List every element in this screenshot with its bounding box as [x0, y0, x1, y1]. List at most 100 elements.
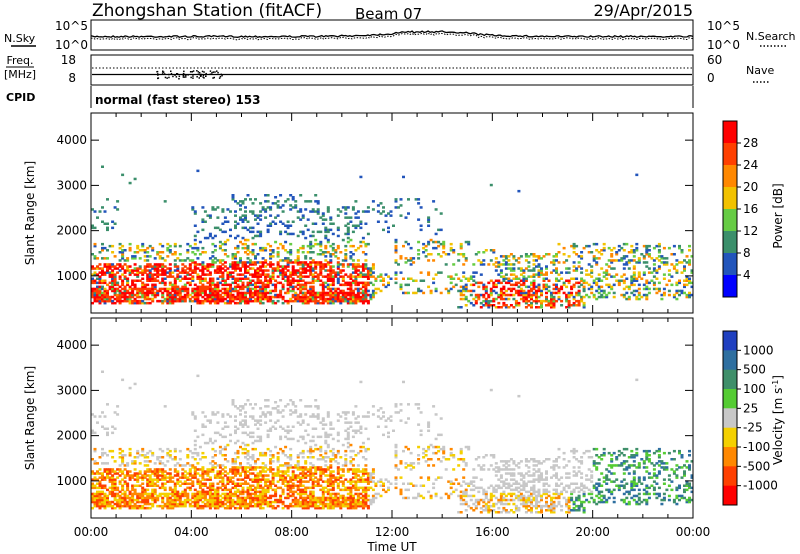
- power-cell: [198, 253, 202, 256]
- power-cell: [329, 267, 333, 270]
- power-cell: [595, 249, 599, 252]
- power-cell: [314, 295, 318, 299]
- velocity-cell: [256, 486, 260, 490]
- velocity-cell: [198, 496, 202, 500]
- power-cell: [514, 304, 518, 307]
- power-cell: [331, 265, 335, 268]
- power-cell: [168, 281, 172, 285]
- power-cell: [683, 285, 686, 289]
- power-cell: [512, 255, 516, 258]
- velocity-cell: [259, 435, 263, 439]
- power-cell: [665, 283, 669, 287]
- power-cell: [113, 267, 117, 270]
- power-cell: [133, 301, 137, 305]
- power-cell: [540, 293, 543, 297]
- power-cell: [459, 279, 463, 282]
- power-cell: [655, 269, 659, 272]
- power-cell: [557, 291, 561, 295]
- y-tick-label: 1000: [56, 269, 87, 283]
- velocity-cell: [234, 431, 237, 435]
- velocity-cell: [96, 486, 99, 490]
- power-cell: [424, 255, 428, 258]
- power-cell: [108, 263, 112, 266]
- power-cell: [346, 206, 350, 209]
- power-cell: [499, 287, 503, 291]
- power-cell: [349, 255, 353, 258]
- power-cell: [279, 271, 283, 274]
- power-cell: [286, 279, 290, 282]
- velocity-cell: [299, 472, 303, 475]
- power-cell: [635, 297, 639, 301]
- power-cell: [229, 265, 232, 268]
- power-cell: [136, 301, 140, 305]
- power-cell: [512, 283, 516, 287]
- power-cell: [630, 249, 634, 252]
- velocity-cell: [178, 484, 182, 487]
- velocity-cell: [211, 484, 215, 487]
- velocity-cell: [336, 478, 340, 481]
- velocity-cell: [161, 506, 165, 510]
- power-cell: [376, 220, 380, 223]
- power-cell: [637, 297, 641, 301]
- power-cell: [572, 295, 576, 299]
- power-cell: [570, 244, 574, 248]
- power-cell: [449, 281, 453, 285]
- power-cell: [186, 249, 190, 252]
- power-cell: [432, 200, 436, 203]
- velocity-cell: [311, 435, 315, 439]
- velocity-cell: [211, 460, 215, 463]
- velocity-cell: [241, 407, 245, 410]
- velocity-cell: [153, 482, 157, 485]
- power-colorbar-tick: 8: [743, 246, 751, 260]
- velocity-cell: [269, 460, 273, 463]
- power-cell: [434, 273, 438, 276]
- power-cell: [434, 289, 438, 293]
- velocity-cell: [301, 476, 305, 479]
- power-cell: [251, 226, 255, 230]
- power-cell: [326, 285, 330, 289]
- power-cell: [103, 263, 107, 266]
- power-cell: [111, 277, 115, 280]
- power-cell: [497, 295, 501, 299]
- power-cell: [319, 263, 323, 266]
- velocity-cell: [151, 478, 155, 481]
- velocity-cell: [306, 474, 310, 477]
- velocity-cell: [334, 504, 338, 508]
- power-cell: [550, 261, 553, 264]
- velocity-cell: [198, 480, 202, 483]
- power-cell: [304, 269, 308, 272]
- power-cell: [201, 269, 205, 272]
- power-cell: [274, 202, 278, 205]
- power-cell: [522, 289, 526, 293]
- velocity-cell: [309, 415, 313, 418]
- power-cell: [254, 257, 257, 260]
- power-cell: [314, 291, 318, 295]
- power-cell: [427, 273, 431, 276]
- power-cell: [161, 263, 165, 266]
- power-cell: [331, 275, 335, 278]
- velocity-cell: [173, 470, 177, 473]
- velocity-cell: [213, 488, 217, 492]
- velocity-cell: [96, 496, 99, 500]
- power-cell: [246, 257, 250, 260]
- velocity-cell: [309, 500, 313, 504]
- power-cell: [284, 230, 288, 234]
- power-cell: [622, 279, 626, 282]
- power-cell: [575, 269, 579, 272]
- velocity-cell: [301, 504, 305, 508]
- velocity-cell: [329, 506, 333, 510]
- velocity-cell: [106, 500, 109, 504]
- power-cell: [188, 283, 192, 287]
- power-cell: [143, 297, 147, 301]
- power-cell: [296, 234, 300, 238]
- power-cell: [299, 246, 303, 250]
- power-cell: [111, 273, 115, 276]
- power-cell: [575, 244, 579, 248]
- power-cell: [106, 267, 109, 270]
- velocity-cell: [193, 447, 197, 451]
- power-cell: [469, 289, 473, 293]
- power-cell: [645, 246, 649, 250]
- power-cell: [269, 291, 273, 295]
- power-cell: [630, 251, 634, 254]
- velocity-cell: [326, 435, 330, 439]
